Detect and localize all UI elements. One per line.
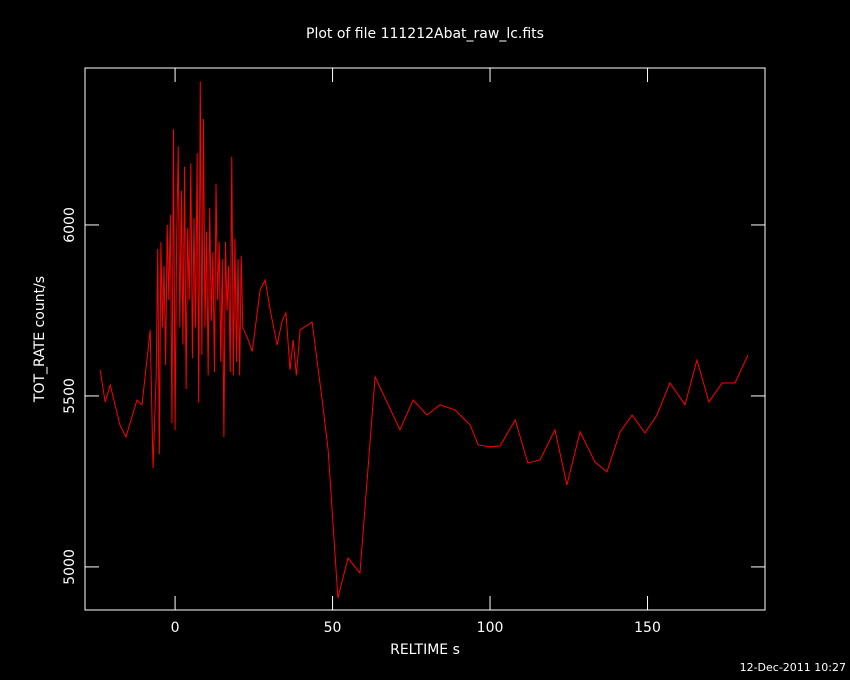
chart-title: Plot of file 111212Abat_raw_lc.fits: [306, 26, 544, 42]
x-tick-label: 150: [634, 620, 661, 636]
y-axis-label: TOT_RATE count/s: [32, 276, 48, 403]
x-tick-label: 100: [477, 620, 504, 636]
x-axis-label: RELTIME s: [390, 642, 460, 658]
x-tick-label: 50: [324, 620, 342, 636]
footer: 12-Dec-2011 10:27: [740, 661, 846, 674]
data-line: [99, 81, 749, 599]
x-tick-label: 0: [171, 620, 180, 636]
y-tick-label: 5500: [62, 378, 78, 414]
y-tick-label: 5000: [62, 549, 78, 585]
plot-frame: [84, 67, 766, 611]
y-tick-label: 6000: [62, 207, 78, 243]
